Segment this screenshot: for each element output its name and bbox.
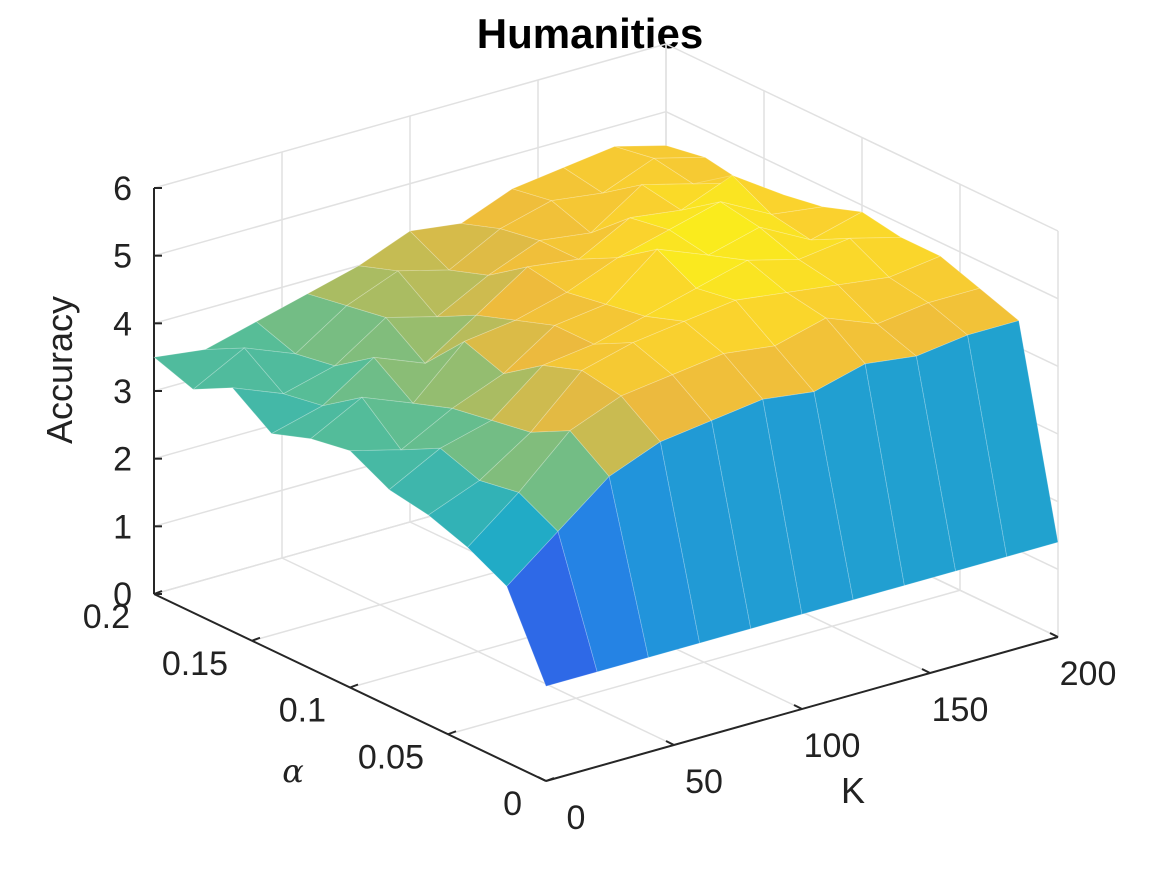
x-tick-mark [1049, 632, 1059, 638]
surface-patch [849, 236, 942, 278]
x-tick-mark [537, 776, 547, 782]
back-wall-grid-line [153, 43, 667, 189]
surface-patch [732, 175, 823, 215]
surface-mesh [153, 145, 1059, 687]
back-wall-grid-line [153, 110, 667, 257]
y-tick-label: 0.05 [358, 738, 424, 776]
y-tick-mark [447, 730, 457, 736]
x-tick-mark [921, 668, 931, 674]
side-wall-grid-line [665, 43, 1059, 232]
y-tick-mark [349, 683, 359, 689]
z-tick-label: 1 [113, 508, 132, 546]
surface-patch [967, 320, 1059, 558]
y-tick-label: 0.15 [162, 645, 228, 683]
side-wall-grid-line [665, 110, 1059, 300]
y-tick-label: 0 [503, 785, 522, 823]
z-tick-label: 4 [113, 305, 132, 343]
x-axis-label: K [841, 770, 865, 811]
y-tick-mark [251, 636, 261, 642]
x-tick-label: 0 [567, 799, 586, 837]
y-tick-mark [545, 777, 555, 782]
surface-patch [927, 287, 1020, 336]
floor-grid-line [447, 589, 961, 735]
y-tick-label: 0.2 [83, 598, 130, 636]
chart-title: Humanities [477, 10, 703, 57]
y-axis-label: α [282, 752, 304, 790]
z-tick-label: 5 [113, 238, 132, 276]
y-tick-mark [153, 590, 163, 595]
y-tick-label: 0.1 [279, 692, 326, 730]
z-tick-label: 0 [113, 576, 132, 614]
z-axis-label: Accuracy [39, 296, 80, 444]
x-tick-label: 50 [685, 763, 723, 801]
z-tick-label: 2 [113, 441, 132, 479]
x-tick-label: 150 [932, 691, 989, 729]
z-tick-label: 3 [113, 373, 132, 411]
tick-labels: 0 1 2 3 4 5 6 0 50 100 150 200 0 0.05 0.1 0.15 0.2 [83, 170, 1117, 837]
x-tick-label: 200 [1060, 655, 1117, 693]
x-tick-mark [665, 740, 675, 746]
x-tick-label: 100 [804, 727, 861, 765]
z-tick-label: 6 [113, 170, 132, 208]
x-tick-mark [793, 704, 803, 710]
